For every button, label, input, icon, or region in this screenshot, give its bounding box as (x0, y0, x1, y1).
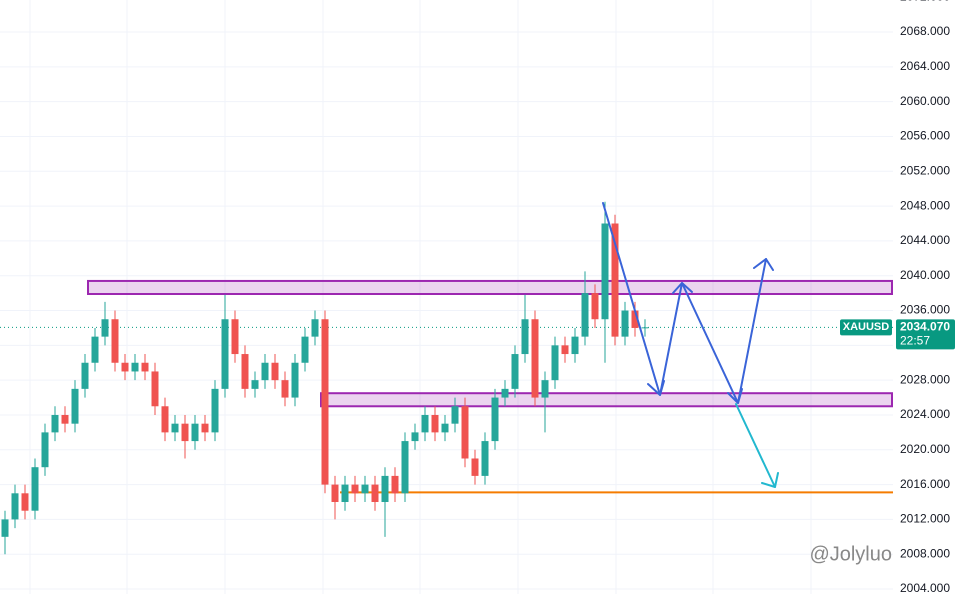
y-tick-label: 2044.000 (900, 233, 950, 247)
candle-body (111, 319, 119, 363)
watermark: @Jolyluo (809, 543, 892, 565)
candle-body (431, 414, 439, 433)
candle-body (401, 441, 409, 494)
y-tick-label: 2056.000 (900, 129, 950, 143)
candle-body (1, 519, 9, 537)
candle-body (411, 432, 419, 442)
candle-body (631, 310, 639, 328)
candle-body (501, 388, 509, 398)
candle-body (341, 484, 349, 503)
price-badge (896, 319, 955, 350)
candle-body (481, 441, 489, 476)
candle-body (191, 423, 199, 442)
candle-body (541, 380, 549, 398)
candle-body (41, 432, 49, 468)
candle-body (441, 423, 449, 433)
y-tick-label: 2016.000 (900, 477, 950, 491)
candle-body (511, 354, 519, 389)
candle-body (521, 319, 529, 355)
candle-body (161, 406, 169, 433)
candle-body (531, 319, 539, 398)
candle-body (381, 475, 389, 503)
y-tick-label: 2004.000 (900, 581, 950, 594)
candle-body (101, 319, 109, 337)
candle-body (241, 354, 249, 389)
candle-body (201, 423, 209, 433)
candle-body (281, 380, 289, 398)
candle-body (181, 423, 189, 442)
candle-body (571, 336, 579, 355)
y-tick-label: 2060.000 (900, 94, 950, 108)
symbol-badge (840, 319, 892, 336)
levels (0, 279, 893, 494)
candle-body (591, 293, 599, 320)
candle-body (321, 319, 329, 485)
y-tick-label: 2068.000 (900, 24, 950, 38)
y-tick-label: 2012.000 (900, 512, 950, 526)
candle-body (231, 319, 239, 355)
candle-body (11, 493, 19, 520)
candle-body (611, 223, 619, 337)
candle-body (331, 484, 339, 503)
candle-body (451, 406, 459, 424)
candle-body (311, 319, 319, 337)
candle-body (641, 327, 649, 329)
y-tick-label: 2036.000 (900, 303, 950, 317)
y-tick-label: 2072.000 (900, 0, 950, 3)
y-tick-label: 2008.000 (900, 546, 950, 560)
candle-body (291, 362, 299, 398)
price-axis: 2004.000 2008.000 2012.000 2016.000 2020.000… (840, 0, 955, 594)
candle-body (171, 423, 179, 433)
candle-body (601, 223, 609, 320)
candle-body (271, 362, 279, 381)
forecast-arrows (602, 202, 779, 488)
y-tick-label: 2064.000 (900, 59, 950, 73)
candle-body (471, 458, 479, 476)
candle-body (91, 336, 99, 363)
zone (320, 392, 893, 408)
candle-body (421, 414, 429, 433)
candle-body (251, 380, 259, 389)
countdown-label: 22:57 (900, 334, 930, 348)
candle-body (81, 362, 89, 389)
candle-body (31, 467, 39, 511)
candle-body (371, 484, 379, 503)
candle-body (131, 362, 139, 372)
y-tick-label: 2024.000 (900, 407, 950, 421)
candle-body (71, 388, 79, 424)
candle-body (151, 371, 159, 407)
candle-body (141, 362, 149, 372)
zone (87, 279, 893, 295)
candle-body (221, 319, 229, 389)
candle-body (621, 310, 629, 337)
candle-body (21, 493, 29, 511)
candle-body (261, 362, 269, 381)
candle-body (121, 362, 129, 372)
candle-body (361, 484, 369, 494)
symbol-label: XAUUSD (843, 321, 890, 333)
y-tick-label: 2052.000 (900, 163, 950, 177)
vertical-grid (29, 0, 812, 594)
y-tick-label: 2020.000 (900, 442, 950, 456)
grid (0, 31, 893, 590)
candle-body (561, 345, 569, 355)
candle-body (581, 293, 589, 337)
candle-body (461, 406, 469, 459)
candle-body (211, 388, 219, 433)
y-tick-label: 2028.000 (900, 372, 950, 386)
candle-body (491, 397, 499, 442)
y-tick-label: 2040.000 (900, 268, 950, 282)
candles (1, 201, 649, 555)
y-tick-label: 2048.000 (900, 198, 950, 212)
price-label: 2034.070 (900, 320, 950, 334)
candle-body (351, 484, 359, 494)
candle-body (301, 336, 309, 363)
candle-body (61, 414, 69, 424)
candle-body (551, 345, 559, 381)
candle-body (51, 414, 59, 433)
candle-body (391, 475, 399, 494)
